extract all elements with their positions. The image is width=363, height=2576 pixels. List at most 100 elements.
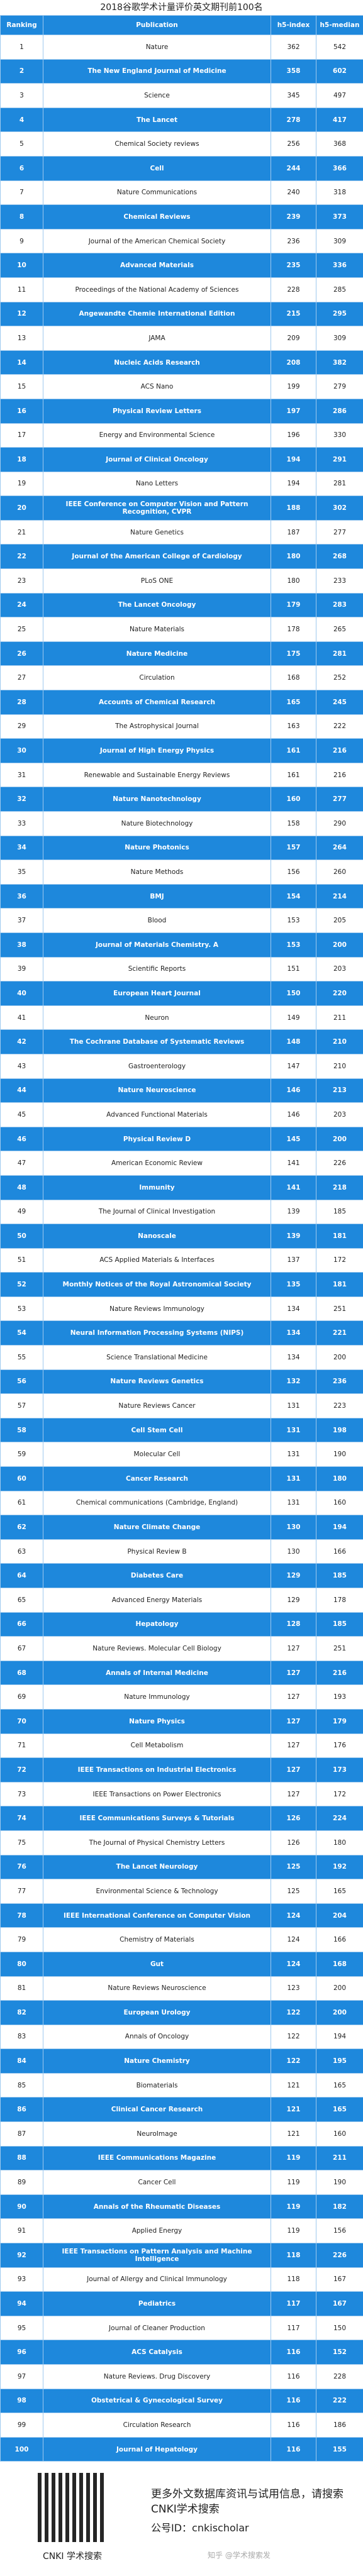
publication: Journal of Allergy and Clinical Immunolo… [43, 2267, 271, 2292]
h5-index: 127 [271, 1782, 316, 1806]
qr-code [38, 2473, 107, 2542]
rank: 72 [1, 1758, 43, 1783]
h5-median: 497 [316, 84, 363, 108]
h5-median: 281 [316, 641, 363, 666]
rank: 80 [1, 1952, 43, 1976]
rank: 27 [1, 666, 43, 690]
h5-median: 176 [316, 1733, 363, 1758]
h5-median: 224 [316, 1806, 363, 1831]
h5-median: 336 [316, 253, 363, 278]
h5-index: 161 [271, 763, 316, 787]
h5-median: 210 [316, 1030, 363, 1054]
rank: 23 [1, 569, 43, 594]
publication: ACS Applied Materials & Interfaces [43, 1248, 271, 1273]
h5-median: 181 [316, 1273, 363, 1297]
h5-median: 168 [316, 1952, 363, 1976]
publication: Proceedings of the National Academy of S… [43, 277, 271, 302]
publication: Obstetrical & Gynecological Survey [43, 2389, 271, 2413]
publication: Physical Review Letters [43, 399, 271, 423]
rank: 33 [1, 812, 43, 836]
rank: 44 [1, 1078, 43, 1103]
h5-index: 141 [271, 1151, 316, 1176]
publication: Annals of Internal Medicine [43, 1661, 271, 1685]
h5-index: 163 [271, 714, 316, 739]
h5-median: 180 [316, 1830, 363, 1855]
h5-median: 220 [316, 981, 363, 1006]
rank: 60 [1, 1467, 43, 1491]
h5-index: 121 [271, 2098, 316, 2122]
rank: 8 [1, 205, 43, 229]
h5-index: 209 [271, 326, 316, 351]
publication: BMJ [43, 884, 271, 909]
publication: Advanced Energy Materials [43, 1588, 271, 1613]
rank: 88 [1, 2146, 43, 2170]
h5-index: 154 [271, 884, 316, 909]
h5-median: 180 [316, 1467, 363, 1491]
h5-index: 235 [271, 253, 316, 278]
publication: Journal of Cleaner Production [43, 2316, 271, 2340]
rank: 21 [1, 520, 43, 544]
h5-median: 542 [316, 35, 363, 60]
h5-index: 151 [271, 957, 316, 981]
rank: 95 [1, 2316, 43, 2340]
rank: 50 [1, 1224, 43, 1249]
h5-index: 130 [271, 1539, 316, 1564]
rank: 9 [1, 229, 43, 253]
rank: 57 [1, 1394, 43, 1418]
h5-median: 252 [316, 666, 363, 690]
publication: Cell Stem Cell [43, 1418, 271, 1442]
h5-index: 127 [271, 1709, 316, 1733]
h5-index: 121 [271, 2073, 316, 2098]
h5-index: 134 [271, 1346, 316, 1370]
publication: Nature Reviews Cancer [43, 1394, 271, 1418]
publication: Chemical Society reviews [43, 132, 271, 157]
h5-index: 117 [271, 2292, 316, 2316]
h5-median: 213 [316, 1078, 363, 1103]
publication: Cancer Cell [43, 2170, 271, 2195]
rank: 87 [1, 2122, 43, 2147]
publication: Journal of the American Chemical Society [43, 229, 271, 253]
h5-index: 362 [271, 35, 316, 60]
h5-median: 318 [316, 180, 363, 205]
h5-index: 153 [271, 909, 316, 933]
h5-median: 226 [316, 2243, 363, 2268]
publication: Gut [43, 1952, 271, 1976]
h5-index: 256 [271, 132, 316, 157]
h5-median: 193 [316, 1685, 363, 1710]
rank: 51 [1, 1248, 43, 1273]
h5-index: 131 [271, 1442, 316, 1467]
h5-index: 153 [271, 932, 316, 957]
h5-index: 146 [271, 1078, 316, 1103]
publication: ACS Catalysis [43, 2340, 271, 2365]
h5-median: 152 [316, 2340, 363, 2365]
rank: 16 [1, 399, 43, 423]
publication: IEEE Communications Magazine [43, 2146, 271, 2170]
publication: IEEE Transactions on Power Electronics [43, 1782, 271, 1806]
h5-index: 128 [271, 1612, 316, 1637]
h5-index: 123 [271, 1976, 316, 2001]
rank: 76 [1, 1855, 43, 1879]
rank: 2 [1, 59, 43, 84]
h5-index: 122 [271, 2025, 316, 2049]
h5-index: 134 [271, 1321, 316, 1346]
